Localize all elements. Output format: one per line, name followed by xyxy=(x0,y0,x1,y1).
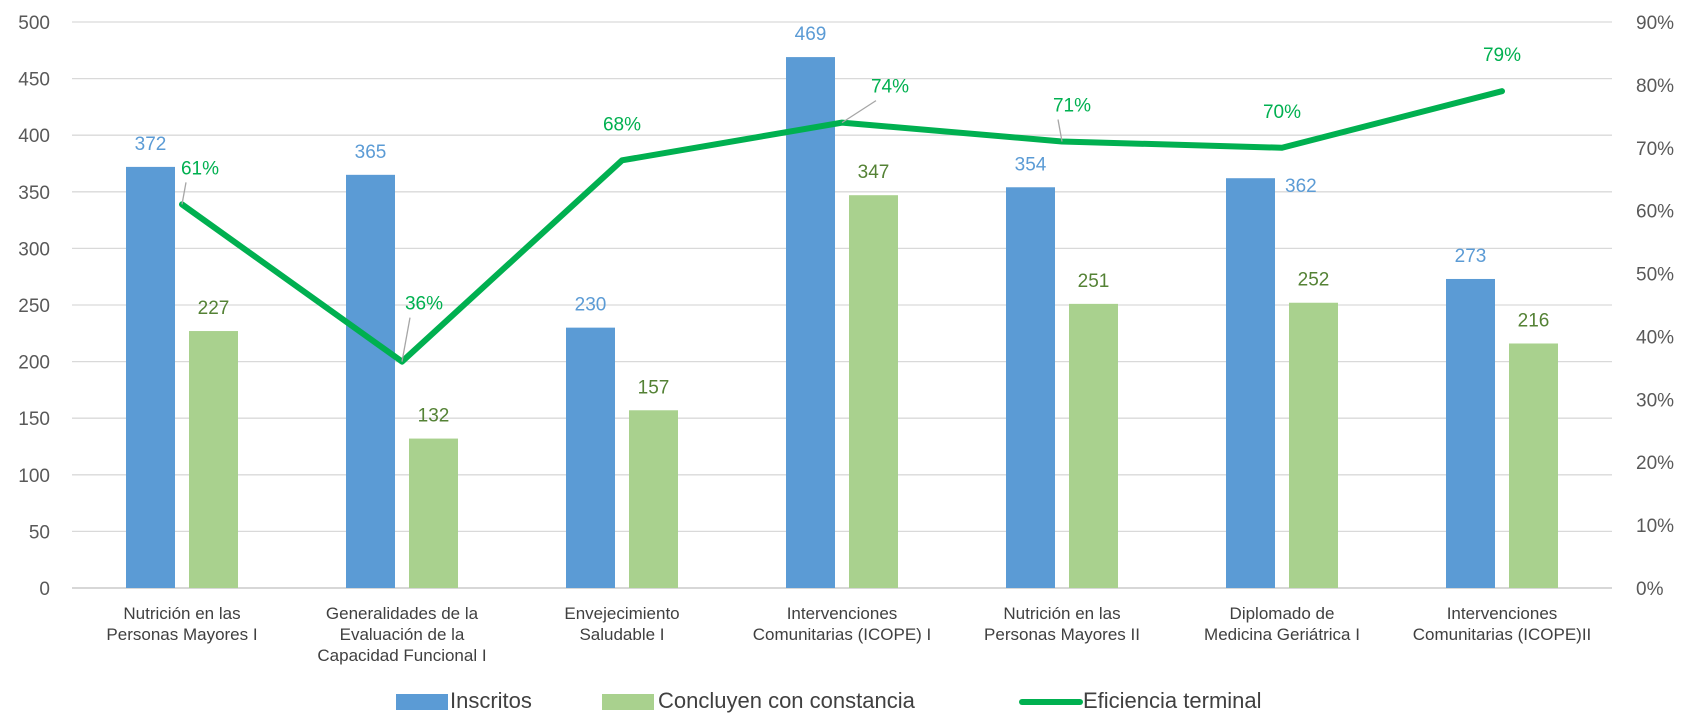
bar-concluyen xyxy=(1509,343,1558,588)
legend-swatch-concluyen xyxy=(602,694,654,710)
category-label: Diplomado de xyxy=(1230,604,1335,623)
bar-concluyen xyxy=(849,195,898,589)
left-tick-label: 0 xyxy=(39,579,50,600)
label-concluyen: 227 xyxy=(198,298,230,319)
left-tick-label: 150 xyxy=(18,409,50,430)
legend-label-inscritos: Inscritos xyxy=(450,688,532,713)
label-concluyen: 252 xyxy=(1298,270,1330,291)
category-label: Generalidades de la xyxy=(326,604,479,623)
label-eficiencia: 61% xyxy=(181,158,219,179)
leader-line xyxy=(401,317,411,362)
leader-line xyxy=(841,100,877,124)
leader-line xyxy=(1057,119,1063,142)
right-tick-label: 0% xyxy=(1636,579,1664,600)
category-labels: Nutrición en las Personas Mayores I Genera… xyxy=(106,604,1591,665)
category-label: Saludable I xyxy=(579,625,664,644)
category-label: Capacidad Funcional I xyxy=(317,646,486,665)
right-tick-label: 80% xyxy=(1636,76,1674,97)
legend-label-concluyen: Concluyen con constancia xyxy=(658,688,916,713)
label-eficiencia: 68% xyxy=(603,114,641,135)
category-label: Nutrición en las xyxy=(123,604,240,623)
right-tick-label: 60% xyxy=(1636,202,1674,223)
right-tick-label: 50% xyxy=(1636,265,1674,286)
legend-swatch-inscritos xyxy=(396,694,448,710)
category-label: Comunitarias (ICOPE)II xyxy=(1413,625,1592,644)
bar-concluyen xyxy=(189,331,238,588)
label-eficiencia: 74% xyxy=(871,77,909,98)
bar-inscritos xyxy=(786,57,835,589)
label-concluyen: 157 xyxy=(638,377,670,398)
bar-concluyen xyxy=(409,438,458,588)
bar-inscritos xyxy=(126,166,175,588)
bar-inscritos xyxy=(1226,178,1275,588)
label-eficiencia: 71% xyxy=(1053,95,1091,116)
category-label: Envejecimiento xyxy=(564,604,679,623)
left-tick-label: 100 xyxy=(18,466,50,487)
category-label: Comunitarias (ICOPE) I xyxy=(753,625,932,644)
left-tick-label: 250 xyxy=(18,296,50,317)
label-inscritos: 469 xyxy=(795,24,827,45)
category-label: Medicina Geriátrica I xyxy=(1204,625,1360,644)
label-inscritos: 365 xyxy=(355,142,387,163)
legend: Inscritos Concluyen con constancia Eficien… xyxy=(396,688,1262,713)
right-tick-label: 40% xyxy=(1636,327,1674,348)
right-tick-label: 30% xyxy=(1636,390,1674,411)
right-tick-label: 20% xyxy=(1636,453,1674,474)
label-eficiencia: 36% xyxy=(405,294,443,315)
right-tick-label: 10% xyxy=(1636,516,1674,537)
label-eficiencia: 79% xyxy=(1483,45,1521,66)
bar-inscritos xyxy=(566,327,615,588)
label-inscritos: 354 xyxy=(1015,154,1047,175)
right-tick-label: 70% xyxy=(1636,139,1674,160)
bar-inscritos xyxy=(346,174,395,588)
left-axis: 0 50 100 150 200 250 300 350 400 450 500 xyxy=(18,13,50,600)
label-eficiencia: 70% xyxy=(1263,102,1301,123)
right-tick-label: 90% xyxy=(1636,13,1674,34)
label-inscritos: 230 xyxy=(575,295,607,316)
label-concluyen: 347 xyxy=(858,162,890,183)
bar-inscritos xyxy=(1446,278,1495,588)
category-label: Intervenciones xyxy=(1447,604,1558,623)
label-concluyen: 251 xyxy=(1078,271,1110,292)
bar-inscritos xyxy=(1006,187,1055,588)
right-axis: 0% 10% 20% 30% 40% 50% 60% 70% 80% 90% xyxy=(1636,13,1674,600)
left-tick-label: 200 xyxy=(18,353,50,374)
label-inscritos: 372 xyxy=(135,134,167,155)
left-tick-label: 400 xyxy=(18,126,50,147)
category-label: Nutrición en las xyxy=(1003,604,1120,623)
category-label: Evaluación de la xyxy=(340,625,465,644)
category-label: Intervenciones xyxy=(787,604,898,623)
label-concluyen: 216 xyxy=(1518,310,1550,331)
data-labels: 372 227 365 132 230 157 469 347 354 251 362 252 273 2… xyxy=(135,24,1550,426)
legend-label-eficiencia: Eficiencia terminal xyxy=(1083,688,1262,713)
left-tick-label: 50 xyxy=(29,522,50,543)
bar-concluyen xyxy=(1069,303,1118,588)
left-tick-label: 450 xyxy=(18,70,50,91)
gridlines xyxy=(72,21,1612,589)
label-concluyen: 132 xyxy=(418,406,450,427)
category-label: Personas Mayores I xyxy=(106,625,257,644)
bar-concluyen xyxy=(629,410,678,588)
bars xyxy=(126,57,1558,589)
label-inscritos: 362 xyxy=(1285,176,1317,197)
label-inscritos: 273 xyxy=(1455,246,1487,267)
category-label: Personas Mayores II xyxy=(984,625,1140,644)
left-tick-label: 350 xyxy=(18,183,50,204)
leader-line xyxy=(181,182,187,205)
bar-concluyen xyxy=(1289,302,1338,588)
left-tick-label: 300 xyxy=(18,239,50,260)
left-tick-label: 500 xyxy=(18,13,50,34)
